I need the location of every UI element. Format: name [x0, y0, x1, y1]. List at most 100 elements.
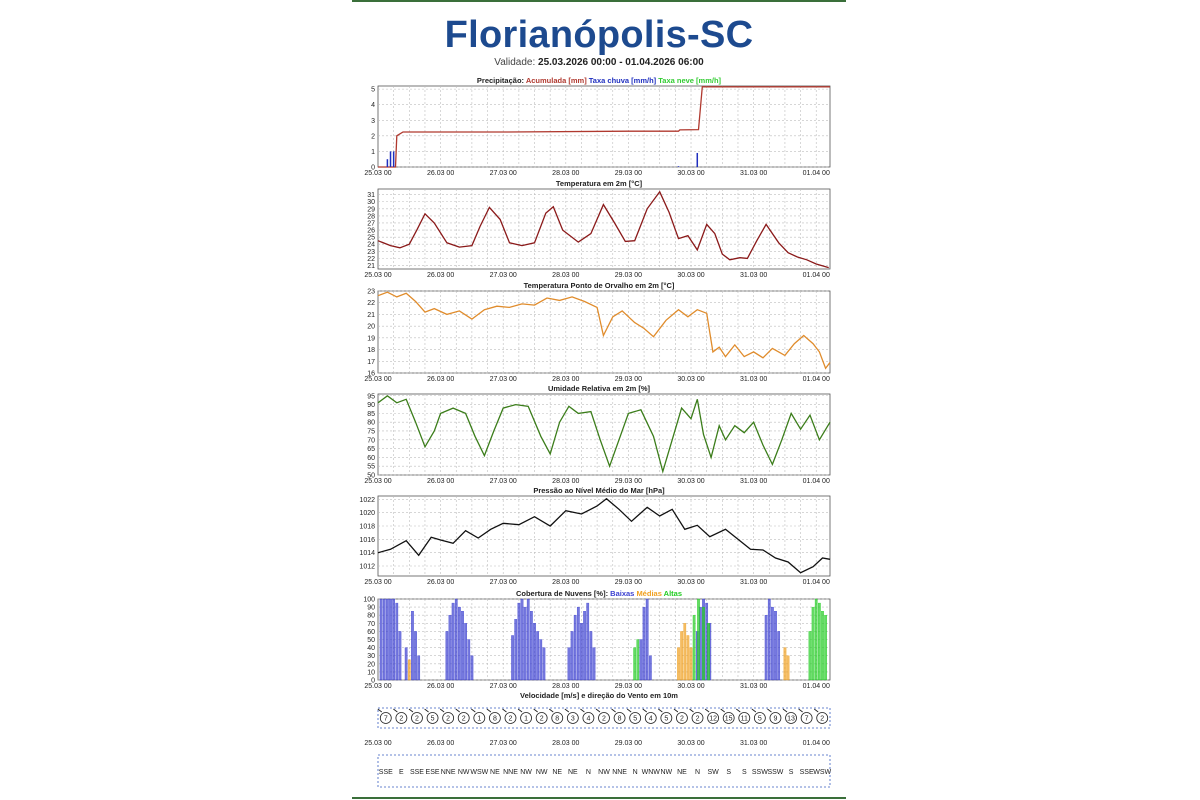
wind-xtick-label: 27.03 00: [490, 740, 517, 747]
pressure-ytick-label: 1014: [359, 550, 375, 557]
wind-direction-arrow: [393, 708, 398, 713]
pressure-xtick-label: 31.03 00: [740, 579, 767, 586]
wind-speed-marker: 7: [798, 708, 813, 724]
humidity-xtick-label: 26.03 00: [427, 478, 454, 485]
temperature-ytick-label: 21: [367, 263, 375, 270]
cloud-cover-bar: [470, 655, 474, 681]
wind-direction-arrow: [720, 708, 725, 713]
wind-direction-label: SSW: [767, 769, 783, 776]
wind-direction-arrow: [704, 708, 710, 713]
wind-speed-marker: 2: [813, 708, 829, 724]
wind-speed-circle: [753, 712, 766, 724]
cloud-cover-bar: [523, 606, 527, 681]
cloud-cover-ytick-label: 80: [367, 613, 375, 620]
cloud-cover-bar: [639, 639, 643, 681]
wind-xtick-label: 31.03 00: [740, 740, 767, 747]
wind-direction-label: N: [586, 769, 591, 776]
cloud-cover-ytick-label: 40: [367, 645, 375, 652]
pressure-xtick-label: 30.03 00: [677, 579, 704, 586]
temperature-ytick-label: 26: [367, 228, 375, 235]
precipitation-bar: [392, 151, 395, 167]
cloud-cover-bar: [818, 602, 821, 681]
temperature-ytick-label: 24: [367, 242, 375, 249]
wind-speed-value: 2: [680, 716, 684, 723]
wind-speed-marker: 5: [424, 708, 439, 724]
cloud-cover-bar: [767, 598, 771, 681]
cloud-cover-bar: [811, 606, 815, 681]
precipitation-xtick-label: 29.03 00: [615, 170, 642, 177]
cloud-cover-bar: [774, 611, 777, 681]
dewpoint-ytick-label: 22: [367, 300, 375, 307]
humidity-xtick-label: 01.04 00: [803, 478, 830, 485]
dewpoint-xtick-label: 28.03 00: [552, 376, 579, 383]
cloud-cover-bar: [404, 647, 408, 681]
cloud-cover-bar: [636, 639, 640, 681]
wind-direction-label: NW: [536, 769, 548, 776]
wind-direction-label: NNE: [503, 769, 518, 776]
wind-speed-value: 2: [446, 716, 450, 723]
wind-direction-label: SSE: [379, 769, 393, 776]
cloud-cover-bar: [389, 598, 392, 681]
wind-speed-value: 13: [787, 716, 795, 723]
wind-speed-marker: 1: [471, 708, 486, 724]
humidity-ytick-label: 90: [367, 402, 375, 409]
cloud-cover-bar: [573, 615, 577, 681]
cloud-cover-bar: [783, 647, 787, 681]
dewpoint-xtick-label: 27.03 00: [490, 376, 517, 383]
cloud-cover-bar: [576, 606, 580, 681]
wind-speed-circle: [442, 712, 455, 724]
wind-direction-frame: [377, 754, 831, 788]
cloud-cover-bar: [786, 655, 790, 681]
wind-speed-circle: [488, 712, 501, 724]
humidity-xtick-label: 28.03 00: [552, 478, 579, 485]
precipitation-bar: [677, 166, 680, 167]
cloud-cover-ytick-label: 30: [367, 653, 375, 660]
dewpoint-ytick-label: 20: [367, 324, 375, 331]
wind-speed-marker: 12: [704, 708, 720, 724]
wind-speed-marker: 5: [626, 708, 642, 724]
dewpoint-xtick-label: 29.03 00: [615, 376, 642, 383]
wind-speed-value: 4: [649, 716, 653, 723]
wind-speed-value: 1: [524, 716, 528, 723]
cloud-cover-bar: [539, 639, 543, 681]
wind-xtick-label: 28.03 00: [552, 740, 579, 747]
wind-speed-marker: 5: [658, 708, 673, 724]
wind-direction-arrow: [580, 708, 585, 713]
wind-direction-label: N: [633, 769, 638, 776]
wind-speed-circle: [473, 712, 486, 724]
temperature-xtick-label: 25.03 00: [364, 272, 391, 279]
temperature-title: Temperatura em 2m [°C]: [556, 179, 643, 188]
cloud-cover-ytick-label: 90: [367, 605, 375, 612]
wind-speed-marker: 2: [673, 708, 688, 724]
wind-direction-arrow: [626, 708, 632, 713]
wind-speed-marker: 15: [720, 708, 735, 724]
cloud-cover-bar: [686, 635, 690, 681]
cloud-cover-bar: [697, 598, 700, 681]
wind-speed-value: 9: [773, 716, 777, 723]
wind-direction-label: NW: [458, 769, 470, 776]
dewpoint-title: Temperatura Ponto de Orvalho em 2m [°C]: [524, 281, 675, 290]
temperature-ytick-label: 29: [367, 206, 375, 213]
temperature-ytick-label: 22: [367, 256, 375, 263]
cloud-cover-bar: [417, 655, 421, 681]
temperature-ytick-label: 28: [367, 213, 375, 220]
validity-line: Validade: 25.03.2026 00:00 - 01.04.2026 …: [352, 57, 846, 68]
humidity-ytick-label: 65: [367, 446, 375, 453]
pressure-xtick-label: 28.03 00: [552, 579, 579, 586]
wind-speed-marker: 2: [393, 708, 408, 724]
humidity-xtick-label: 31.03 00: [740, 478, 767, 485]
wind-speed-marker: 2: [408, 708, 423, 724]
wind-speed-circle: [644, 712, 657, 724]
wind-direction-label: NE: [677, 769, 687, 776]
wind-speed-circle: [785, 712, 797, 724]
cloud-cover-bar: [414, 631, 417, 681]
wind-speed-marker: 1: [517, 708, 532, 724]
cloud-cover-bar: [764, 615, 768, 681]
precipitation-xtick-label: 30.03 00: [677, 170, 704, 177]
pressure-series-line: [377, 497, 831, 574]
validity-label: Validade:: [494, 57, 536, 68]
cloud-cover-bar: [589, 631, 593, 681]
cloud-cover-bar: [458, 606, 461, 681]
wind-direction-arrow: [673, 708, 679, 713]
precipitation-title-part: Acumulada [mm]: [526, 76, 589, 85]
